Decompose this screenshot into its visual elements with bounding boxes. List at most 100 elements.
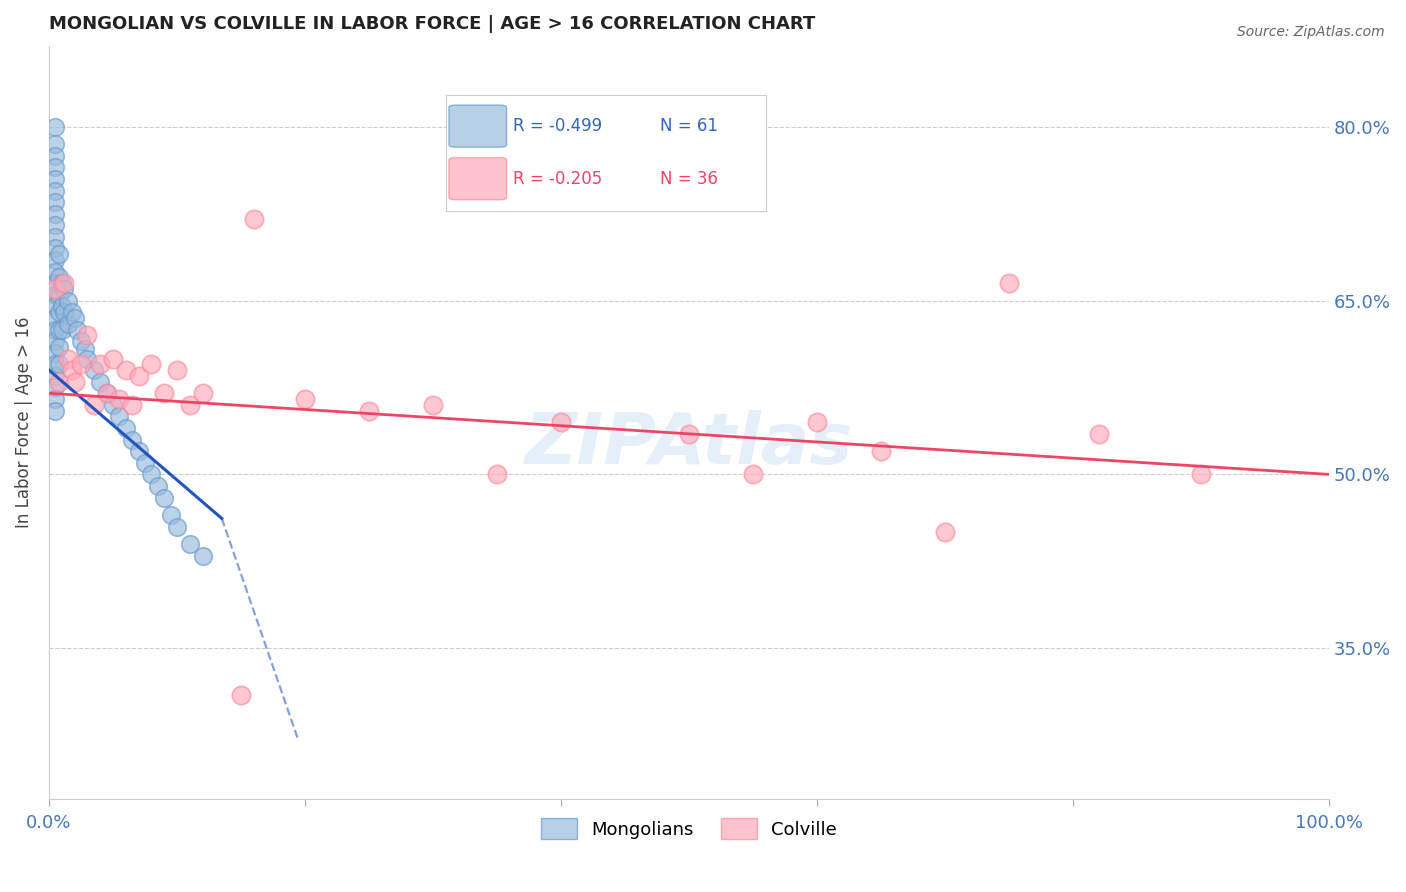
Point — [121, 433, 143, 447]
Point — [998, 276, 1021, 290]
Point — [83, 363, 105, 377]
Point — [44, 137, 66, 152]
Point — [128, 444, 150, 458]
Point — [48, 287, 70, 301]
Point — [44, 322, 66, 336]
Point — [742, 467, 765, 482]
Point — [44, 184, 66, 198]
Point — [83, 398, 105, 412]
Point — [44, 207, 66, 221]
Point — [101, 398, 124, 412]
Point — [44, 120, 66, 134]
Point — [294, 392, 316, 406]
Point — [550, 415, 572, 429]
Point — [44, 357, 66, 371]
Point — [96, 386, 118, 401]
Point — [44, 310, 66, 325]
Point — [485, 467, 508, 482]
Point — [63, 375, 86, 389]
Point — [63, 310, 86, 325]
Point — [96, 386, 118, 401]
Point — [108, 392, 131, 406]
Point — [48, 270, 70, 285]
Point — [48, 375, 70, 389]
Point — [1189, 467, 1212, 482]
Point — [141, 467, 163, 482]
Point — [44, 392, 66, 406]
Point — [44, 334, 66, 348]
Point — [44, 219, 66, 233]
Point — [134, 456, 156, 470]
Point — [44, 242, 66, 256]
Point — [101, 351, 124, 366]
Point — [44, 195, 66, 210]
Point — [89, 357, 111, 371]
Point — [159, 508, 181, 522]
Point — [44, 299, 66, 313]
Point — [44, 282, 66, 296]
Point — [166, 363, 188, 377]
Point — [66, 322, 89, 336]
Point — [44, 368, 66, 383]
Point — [242, 212, 264, 227]
Point — [191, 386, 214, 401]
Point — [166, 519, 188, 533]
Point — [51, 276, 73, 290]
Point — [179, 537, 201, 551]
Point — [44, 265, 66, 279]
Point — [806, 415, 828, 429]
Legend: Mongolians, Colville: Mongolians, Colville — [534, 811, 845, 847]
Text: MONGOLIAN VS COLVILLE IN LABOR FORCE | AGE > 16 CORRELATION CHART: MONGOLIAN VS COLVILLE IN LABOR FORCE | A… — [49, 15, 815, 33]
Point — [48, 247, 70, 261]
Point — [422, 398, 444, 412]
Y-axis label: In Labor Force | Age > 16: In Labor Force | Age > 16 — [15, 317, 32, 528]
Point — [70, 334, 93, 348]
Point — [44, 172, 66, 186]
Point — [44, 345, 66, 359]
Point — [76, 328, 98, 343]
Point — [44, 161, 66, 175]
Point — [229, 688, 252, 702]
Point — [44, 287, 66, 301]
Point — [56, 293, 79, 308]
Point — [89, 375, 111, 389]
Point — [53, 282, 76, 296]
Point — [60, 363, 83, 377]
Point — [44, 276, 66, 290]
Point — [128, 368, 150, 383]
Text: ZIPAtlas: ZIPAtlas — [524, 410, 853, 479]
Point — [70, 357, 93, 371]
Point — [73, 343, 96, 357]
Point — [44, 253, 66, 268]
Point — [56, 351, 79, 366]
Point — [53, 305, 76, 319]
Text: Source: ZipAtlas.com: Source: ZipAtlas.com — [1237, 25, 1385, 39]
Point — [44, 230, 66, 244]
Point — [179, 398, 201, 412]
Point — [153, 491, 176, 505]
Point — [678, 426, 700, 441]
Point — [48, 357, 70, 371]
Point — [114, 421, 136, 435]
Point — [44, 149, 66, 163]
Point — [1087, 426, 1109, 441]
Point — [53, 276, 76, 290]
Point — [146, 479, 169, 493]
Point — [934, 525, 956, 540]
Point — [48, 322, 70, 336]
Point — [44, 380, 66, 394]
Point — [357, 403, 380, 417]
Point — [191, 549, 214, 563]
Point — [76, 351, 98, 366]
Point — [56, 317, 79, 331]
Point — [108, 409, 131, 424]
Point — [48, 340, 70, 354]
Point — [44, 403, 66, 417]
Point — [153, 386, 176, 401]
Point — [114, 363, 136, 377]
Point — [141, 357, 163, 371]
Point — [51, 299, 73, 313]
Point — [870, 444, 893, 458]
Point — [60, 305, 83, 319]
Point — [51, 322, 73, 336]
